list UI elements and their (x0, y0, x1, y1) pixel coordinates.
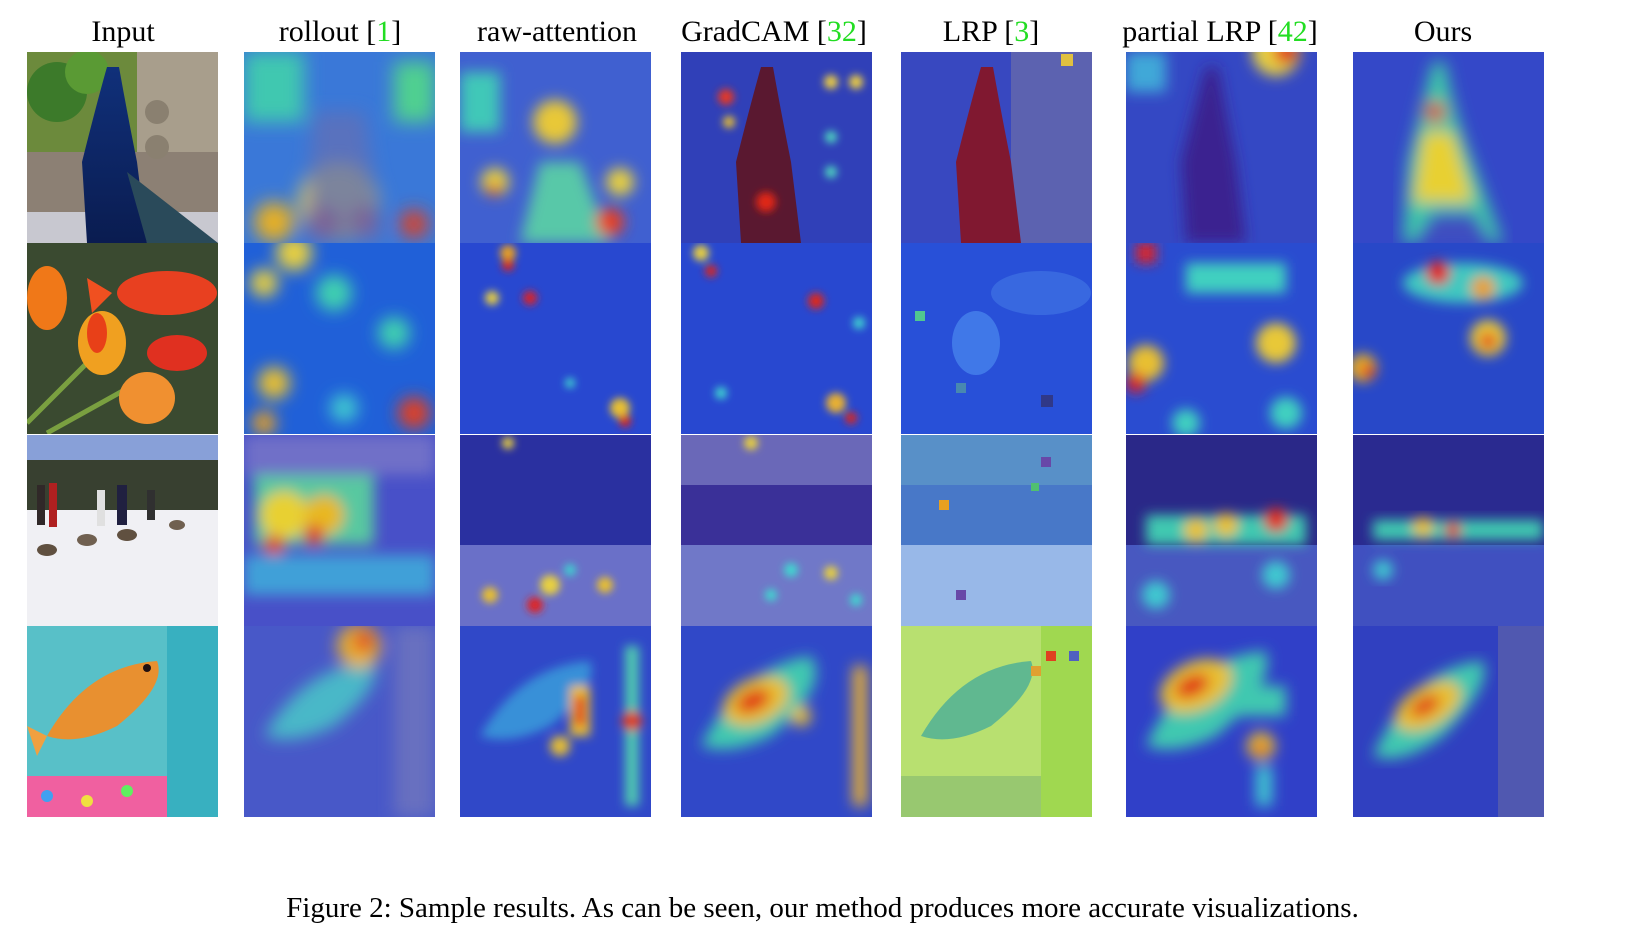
tile-ours-peacock (1353, 52, 1544, 243)
column-header-partial-lrp: partial LRP [42] (1122, 15, 1318, 48)
tile-rollout-sled (244, 435, 435, 626)
tile-partial-lrp-sled (1126, 435, 1317, 626)
column-header-ours: Ours (1413, 15, 1473, 48)
tile-lrp-goldfish (901, 626, 1092, 817)
tile-partial-lrp-peacock (1126, 52, 1317, 243)
tile-lrp-sled (901, 435, 1092, 626)
tile-rollout-tulips (244, 243, 435, 434)
tile-input-peacock (27, 52, 218, 243)
tile-gradcam-peacock (681, 52, 872, 243)
tile-gradcam-sled (681, 435, 872, 626)
column-header-rollout: rollout [1] (278, 15, 402, 48)
tile-raw-attention-peacock (460, 52, 651, 243)
tile-raw-attention-tulips (460, 243, 651, 434)
tile-raw-attention-sled (460, 435, 651, 626)
column-header-raw-attention: raw-attention (477, 15, 637, 48)
tile-ours-sled (1353, 435, 1544, 626)
citation-ref-partial-lrp[interactable]: 42 (1277, 15, 1308, 48)
tile-input-sled (27, 435, 218, 626)
figure-caption: Figure 2: Sample results. As can be seen… (286, 892, 1359, 924)
column-header-input: Input (91, 15, 155, 48)
tile-partial-lrp-tulips (1126, 243, 1317, 434)
citation-ref-lrp[interactable]: 3 (1014, 15, 1030, 48)
tile-rollout-goldfish (244, 626, 435, 817)
column-header-gradcam: GradCAM [32] (681, 15, 867, 48)
tile-input-goldfish (27, 626, 218, 817)
tile-raw-attention-goldfish (460, 626, 651, 817)
citation-ref-rollout[interactable]: 1 (376, 15, 392, 48)
tile-lrp-peacock (901, 52, 1092, 243)
tile-gradcam-goldfish (681, 626, 872, 817)
tile-ours-goldfish (1353, 626, 1544, 817)
tile-input-tulips (27, 243, 218, 434)
column-header-lrp: LRP [3] (942, 15, 1040, 48)
tile-ours-tulips (1353, 243, 1544, 434)
tile-gradcam-tulips (681, 243, 872, 434)
tile-lrp-tulips (901, 243, 1092, 434)
tile-rollout-peacock (244, 52, 435, 243)
citation-ref-gradcam[interactable]: 32 (826, 15, 857, 48)
tile-partial-lrp-goldfish (1126, 626, 1317, 817)
